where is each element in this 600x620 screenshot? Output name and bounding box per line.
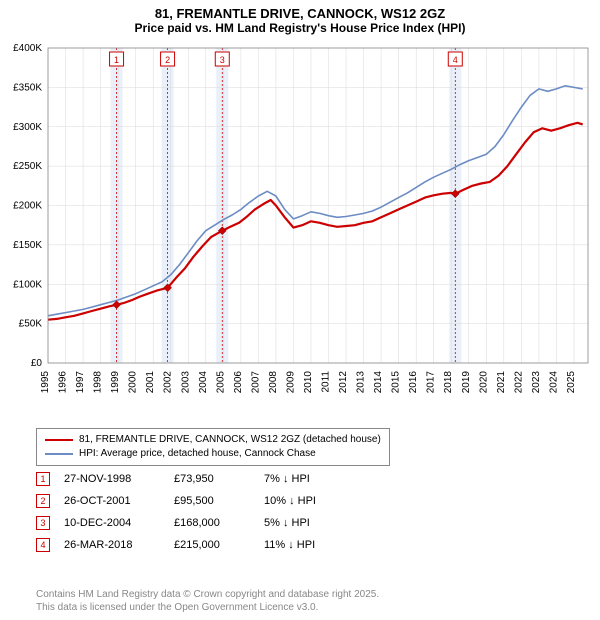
sale-row: 4 26-MAR-2018£215,00011% ↓ HPI bbox=[36, 534, 374, 556]
legend-row: 81, FREMANTLE DRIVE, CANNOCK, WS12 2GZ (… bbox=[45, 433, 381, 447]
svg-text:2008: 2008 bbox=[268, 371, 279, 394]
svg-text:2017: 2017 bbox=[426, 371, 437, 394]
legend-label: HPI: Average price, detached house, Cann… bbox=[79, 447, 316, 461]
svg-text:2025: 2025 bbox=[566, 371, 577, 394]
svg-text:2003: 2003 bbox=[180, 371, 191, 394]
sale-date: 26-OCT-2001 bbox=[64, 495, 174, 507]
sale-price: £95,500 bbox=[174, 495, 264, 507]
svg-text:£50K: £50K bbox=[19, 319, 43, 330]
sale-diff: 10% ↓ HPI bbox=[264, 495, 374, 507]
svg-text:2011: 2011 bbox=[321, 371, 332, 393]
legend-swatch bbox=[45, 439, 73, 441]
svg-text:2005: 2005 bbox=[215, 371, 226, 394]
sale-date: 26-MAR-2018 bbox=[64, 539, 174, 551]
svg-text:2009: 2009 bbox=[285, 371, 296, 394]
chart-area: £0 £50K £100K £150K £200K £250K £300K £350K £400… bbox=[0, 38, 600, 418]
svg-text:1997: 1997 bbox=[75, 371, 86, 394]
sale-marker-box: 1 bbox=[36, 472, 50, 486]
chart-svg: £0 £50K £100K £150K £200K £250K £300K £350K £400… bbox=[0, 38, 600, 418]
svg-text:£0: £0 bbox=[31, 358, 43, 369]
svg-text:£300K: £300K bbox=[13, 122, 42, 133]
svg-text:2006: 2006 bbox=[233, 371, 244, 394]
legend: 81, FREMANTLE DRIVE, CANNOCK, WS12 2GZ (… bbox=[36, 428, 390, 466]
svg-text:1998: 1998 bbox=[93, 371, 104, 394]
footer-line-2: This data is licensed under the Open Gov… bbox=[36, 601, 379, 614]
svg-text:1999: 1999 bbox=[110, 371, 121, 394]
sale-diff: 7% ↓ HPI bbox=[264, 473, 374, 485]
title-line-1: 81, FREMANTLE DRIVE, CANNOCK, WS12 2GZ bbox=[0, 6, 600, 21]
legend-swatch bbox=[45, 453, 73, 455]
svg-text:2010: 2010 bbox=[303, 371, 314, 394]
svg-text:2007: 2007 bbox=[250, 371, 261, 394]
sale-price: £168,000 bbox=[174, 517, 264, 529]
footer-line-1: Contains HM Land Registry data © Crown c… bbox=[36, 588, 379, 601]
svg-text:1995: 1995 bbox=[40, 371, 51, 394]
chart-title-block: 81, FREMANTLE DRIVE, CANNOCK, WS12 2GZ P… bbox=[0, 0, 600, 37]
sale-row: 1 27-NOV-1998£73,9507% ↓ HPI bbox=[36, 468, 374, 490]
sales-table: 127-NOV-1998£73,9507% ↓ HPI226-OCT-2001£… bbox=[36, 468, 374, 556]
svg-text:£200K: £200K bbox=[13, 201, 42, 212]
sale-date: 27-NOV-1998 bbox=[64, 473, 174, 485]
legend-label: 81, FREMANTLE DRIVE, CANNOCK, WS12 2GZ (… bbox=[79, 433, 381, 447]
svg-text:2018: 2018 bbox=[443, 371, 454, 394]
sale-date: 10-DEC-2004 bbox=[64, 517, 174, 529]
svg-text:2024: 2024 bbox=[548, 371, 559, 394]
sale-diff: 5% ↓ HPI bbox=[264, 517, 374, 529]
svg-text:1: 1 bbox=[114, 55, 119, 65]
svg-text:2002: 2002 bbox=[163, 371, 174, 394]
sale-price: £215,000 bbox=[174, 539, 264, 551]
sale-diff: 11% ↓ HPI bbox=[264, 539, 374, 551]
svg-text:2014: 2014 bbox=[373, 371, 384, 394]
sale-row: 2 26-OCT-2001£95,50010% ↓ HPI bbox=[36, 490, 374, 512]
svg-text:2022: 2022 bbox=[513, 371, 524, 394]
svg-text:1996: 1996 bbox=[58, 371, 69, 394]
svg-text:2023: 2023 bbox=[531, 371, 542, 394]
svg-text:2015: 2015 bbox=[391, 371, 402, 394]
sale-marker-box: 2 bbox=[36, 494, 50, 508]
footer-attribution: Contains HM Land Registry data © Crown c… bbox=[36, 588, 379, 614]
svg-text:£350K: £350K bbox=[13, 82, 42, 93]
svg-text:£150K: £150K bbox=[13, 240, 42, 251]
svg-text:2012: 2012 bbox=[338, 371, 349, 394]
title-line-2: Price paid vs. HM Land Registry's House … bbox=[0, 21, 600, 35]
svg-text:£100K: £100K bbox=[13, 279, 42, 290]
svg-text:2016: 2016 bbox=[408, 371, 419, 394]
svg-text:2021: 2021 bbox=[496, 371, 507, 394]
svg-text:£250K: £250K bbox=[13, 161, 42, 172]
sale-marker-box: 4 bbox=[36, 538, 50, 552]
svg-text:2020: 2020 bbox=[478, 371, 489, 394]
svg-text:£400K: £400K bbox=[13, 43, 42, 54]
svg-text:2000: 2000 bbox=[128, 371, 139, 394]
svg-text:2001: 2001 bbox=[145, 371, 156, 394]
sale-price: £73,950 bbox=[174, 473, 264, 485]
svg-text:2019: 2019 bbox=[461, 371, 472, 394]
svg-text:2: 2 bbox=[165, 55, 170, 65]
svg-text:2004: 2004 bbox=[198, 371, 209, 394]
sale-row: 3 10-DEC-2004£168,0005% ↓ HPI bbox=[36, 512, 374, 534]
svg-text:2013: 2013 bbox=[356, 371, 367, 394]
svg-text:4: 4 bbox=[453, 55, 458, 65]
sale-marker-box: 3 bbox=[36, 516, 50, 530]
legend-row: HPI: Average price, detached house, Cann… bbox=[45, 447, 381, 461]
svg-text:3: 3 bbox=[220, 55, 225, 65]
